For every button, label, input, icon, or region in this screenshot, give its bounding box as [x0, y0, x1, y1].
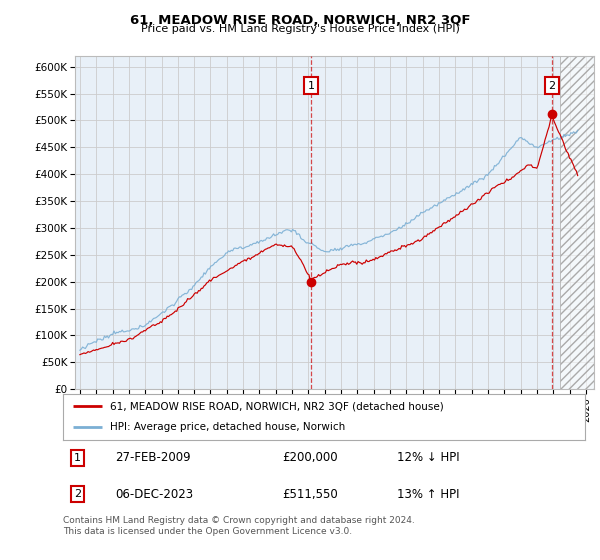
Bar	[560, 56, 594, 389]
Text: 1: 1	[307, 81, 314, 91]
Text: Contains HM Land Registry data © Crown copyright and database right 2024.
This d: Contains HM Land Registry data © Crown c…	[63, 516, 415, 536]
Text: 2: 2	[548, 81, 556, 91]
Text: Price paid vs. HM Land Registry's House Price Index (HPI): Price paid vs. HM Land Registry's House …	[140, 24, 460, 34]
Text: 61, MEADOW RISE ROAD, NORWICH, NR2 3QF (detached house): 61, MEADOW RISE ROAD, NORWICH, NR2 3QF (…	[110, 401, 444, 411]
Text: £200,000: £200,000	[282, 451, 338, 464]
Text: 13% ↑ HPI: 13% ↑ HPI	[397, 488, 460, 501]
Text: HPI: Average price, detached house, Norwich: HPI: Average price, detached house, Norw…	[110, 422, 345, 432]
Text: 61, MEADOW RISE ROAD, NORWICH, NR2 3QF: 61, MEADOW RISE ROAD, NORWICH, NR2 3QF	[130, 14, 470, 27]
Text: 27-FEB-2009: 27-FEB-2009	[115, 451, 191, 464]
Text: 06-DEC-2023: 06-DEC-2023	[115, 488, 193, 501]
Text: 12% ↓ HPI: 12% ↓ HPI	[397, 451, 460, 464]
Text: 1: 1	[74, 453, 81, 463]
Text: 2: 2	[74, 489, 81, 499]
Bar	[560, 56, 594, 389]
Text: £511,550: £511,550	[282, 488, 338, 501]
